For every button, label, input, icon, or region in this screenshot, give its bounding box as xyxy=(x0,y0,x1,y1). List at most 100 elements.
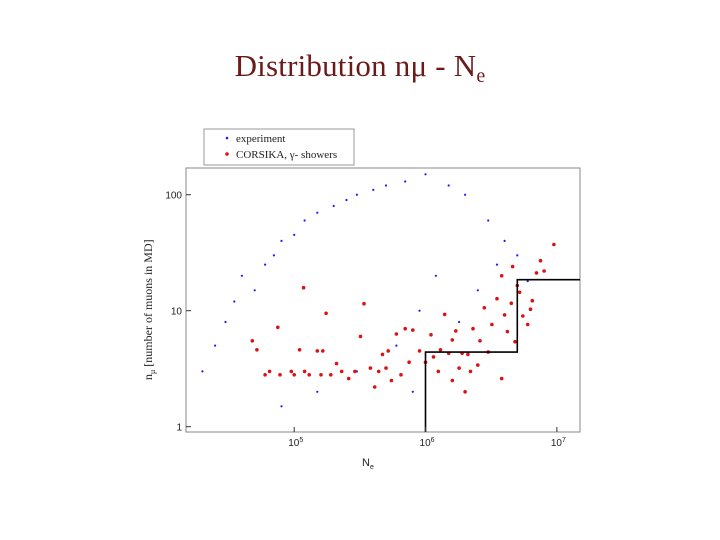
title-main: Distribution n xyxy=(234,48,411,83)
title-sep: - N xyxy=(427,48,477,83)
y-axis-label-n: n xyxy=(141,374,155,380)
data-point xyxy=(476,289,479,292)
data-point xyxy=(346,376,351,381)
data-point xyxy=(321,349,325,353)
y-axis-label: nμ [number of muons in MD] xyxy=(141,239,157,380)
data-point xyxy=(513,339,517,344)
data-point xyxy=(502,313,507,317)
data-point xyxy=(224,320,227,324)
data-point xyxy=(526,280,529,283)
y-tick-label: 10 xyxy=(171,307,183,318)
data-point xyxy=(478,339,482,343)
x-tick-label: 107 xyxy=(551,437,566,449)
scatter-plot: 105 106 107 1 10 100 experiment CORSIKA, γ- s… xyxy=(141,128,581,471)
data-point xyxy=(447,184,450,187)
y-axis-label-text: [number of muons in MD] xyxy=(141,239,155,369)
data-point xyxy=(509,301,514,305)
data-point xyxy=(233,300,236,303)
data-point xyxy=(458,320,461,324)
data-point xyxy=(368,366,373,370)
data-point xyxy=(240,274,243,277)
data-point xyxy=(525,322,530,327)
data-point xyxy=(530,298,535,303)
data-point xyxy=(316,390,319,393)
x-axis-label-n: N xyxy=(362,457,370,469)
data-point xyxy=(302,369,307,374)
data-point xyxy=(499,376,504,381)
data-point xyxy=(457,366,461,370)
x-tick-label: 105 xyxy=(288,437,303,449)
data-point xyxy=(389,378,394,383)
data-point xyxy=(380,352,385,357)
data-point xyxy=(272,254,275,257)
legend-marker-experiment xyxy=(225,136,229,140)
data-point xyxy=(528,307,533,311)
series-experiment xyxy=(201,173,529,408)
data-point xyxy=(521,314,525,318)
legend: experiment CORSIKA, γ- showers xyxy=(203,128,355,166)
data-point xyxy=(411,390,414,393)
data-point xyxy=(316,211,319,214)
y-tick-label: 100 xyxy=(165,191,182,202)
data-point xyxy=(495,296,499,301)
legend-label-corsika: CORSIKA, γ- showers xyxy=(236,149,337,161)
data-point xyxy=(253,289,256,292)
data-point xyxy=(293,233,296,236)
slide-title: Distribution nμ - Ne xyxy=(0,48,720,88)
x-axis-label: Ne xyxy=(362,457,374,471)
data-point xyxy=(264,263,267,266)
plot-frame xyxy=(185,167,581,433)
data-point xyxy=(482,306,487,310)
data-point xyxy=(552,242,556,247)
legend-box xyxy=(203,128,355,166)
data-point xyxy=(471,326,475,331)
data-point xyxy=(376,369,381,374)
data-point xyxy=(403,326,408,331)
data-point xyxy=(250,339,255,343)
data-point xyxy=(466,352,470,357)
data-point xyxy=(297,348,302,352)
data-point xyxy=(201,370,204,373)
title-sub: e xyxy=(476,65,486,87)
data-point xyxy=(395,344,398,347)
data-point xyxy=(517,290,522,295)
data-point xyxy=(424,173,427,176)
data-point xyxy=(499,274,504,278)
data-point xyxy=(399,373,403,377)
data-point xyxy=(538,258,543,263)
data-point xyxy=(355,193,358,196)
data-point xyxy=(339,369,344,374)
data-point xyxy=(468,369,473,374)
data-point xyxy=(516,254,519,257)
data-point xyxy=(276,325,280,330)
x-axis-label-sub: e xyxy=(370,464,374,471)
data-point xyxy=(418,309,421,312)
data-point xyxy=(464,193,467,196)
data-point xyxy=(487,219,490,222)
data-point xyxy=(386,349,391,353)
data-point xyxy=(404,180,407,183)
data-point xyxy=(301,285,306,290)
data-point xyxy=(315,349,320,353)
data-point xyxy=(324,311,328,316)
data-point xyxy=(495,263,499,266)
data-point xyxy=(411,328,415,332)
data-point xyxy=(289,369,294,374)
data-point xyxy=(384,184,388,187)
data-point xyxy=(345,198,348,202)
data-point xyxy=(214,344,217,347)
data-point xyxy=(431,355,436,359)
data-point xyxy=(417,349,422,353)
data-point xyxy=(429,333,433,337)
data-point xyxy=(438,348,443,352)
data-point xyxy=(510,264,515,269)
data-point xyxy=(476,363,480,367)
data-point xyxy=(280,405,283,408)
data-point xyxy=(384,366,388,370)
data-point xyxy=(263,373,267,377)
legend-marker-corsika xyxy=(225,152,229,156)
data-point xyxy=(280,239,283,242)
data-point xyxy=(332,204,335,208)
data-point xyxy=(450,378,455,383)
data-point xyxy=(372,188,375,191)
